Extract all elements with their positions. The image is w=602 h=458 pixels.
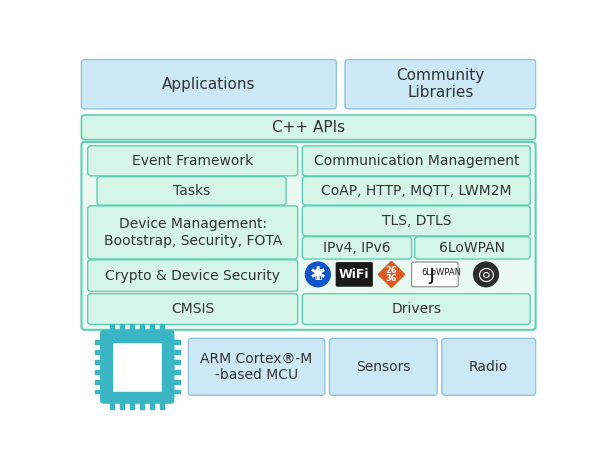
FancyBboxPatch shape [88, 146, 297, 176]
FancyBboxPatch shape [88, 206, 297, 259]
Bar [95, 340, 102, 344]
Bar [95, 370, 102, 374]
Text: 36: 36 [386, 274, 397, 283]
Text: IPv4, IPv6: IPv4, IPv6 [323, 241, 391, 255]
FancyBboxPatch shape [336, 262, 373, 287]
Bar [150, 324, 154, 332]
Bar [160, 324, 164, 332]
Text: ȷ: ȷ [429, 264, 435, 284]
Bar [130, 324, 134, 332]
Bar [95, 360, 102, 364]
FancyBboxPatch shape [302, 206, 530, 236]
Bar [172, 350, 180, 354]
FancyBboxPatch shape [81, 115, 536, 140]
Text: ⦿: ⦿ [314, 268, 321, 281]
Bar [110, 324, 114, 332]
Text: Tasks: Tasks [173, 184, 210, 198]
Text: Drivers: Drivers [391, 302, 441, 316]
FancyBboxPatch shape [302, 146, 530, 176]
Bar [172, 380, 180, 384]
Text: Device Management:
Bootstrap, Security, FOTA: Device Management: Bootstrap, Security, … [104, 218, 282, 247]
FancyBboxPatch shape [302, 177, 530, 205]
Bar [172, 370, 180, 374]
Text: WiFi: WiFi [339, 268, 370, 281]
Bar [140, 402, 144, 409]
FancyBboxPatch shape [415, 237, 530, 259]
FancyBboxPatch shape [81, 142, 536, 330]
FancyBboxPatch shape [100, 330, 175, 404]
FancyBboxPatch shape [329, 338, 437, 395]
Bar [172, 340, 180, 344]
Bar [120, 402, 124, 409]
FancyBboxPatch shape [97, 177, 286, 205]
Text: ✱: ✱ [309, 265, 326, 284]
Text: C++ APIs: C++ APIs [272, 120, 345, 135]
FancyBboxPatch shape [442, 338, 536, 395]
FancyBboxPatch shape [412, 262, 458, 287]
Bar [150, 402, 154, 409]
Bar [172, 360, 180, 364]
FancyBboxPatch shape [302, 237, 412, 259]
Polygon shape [378, 262, 405, 288]
Bar [130, 402, 134, 409]
Text: Radio: Radio [469, 360, 508, 374]
FancyBboxPatch shape [188, 338, 325, 395]
Circle shape [474, 262, 498, 287]
Circle shape [305, 262, 330, 287]
Bar [110, 402, 114, 409]
Text: 26: 26 [385, 266, 397, 275]
Text: Community
Libraries: Community Libraries [396, 68, 485, 100]
Bar [120, 324, 124, 332]
Text: Communication Management: Communication Management [314, 154, 519, 168]
Bar [160, 402, 164, 409]
FancyBboxPatch shape [112, 342, 163, 392]
Bar [140, 324, 144, 332]
FancyBboxPatch shape [88, 294, 297, 324]
Text: ARM Cortex®-M
-based MCU: ARM Cortex®-M -based MCU [200, 352, 312, 382]
Bar [95, 350, 102, 354]
Bar [172, 390, 180, 393]
Text: Event Framework: Event Framework [132, 154, 253, 168]
Text: Sensors: Sensors [356, 360, 411, 374]
FancyBboxPatch shape [88, 260, 297, 291]
Text: TLS, DTLS: TLS, DTLS [382, 214, 451, 228]
Text: ◎: ◎ [477, 265, 494, 284]
Text: Applications: Applications [162, 77, 256, 92]
FancyBboxPatch shape [81, 60, 337, 109]
FancyBboxPatch shape [302, 294, 530, 324]
Bar [95, 380, 102, 384]
Text: 6LoWPAN: 6LoWPAN [421, 268, 461, 278]
FancyBboxPatch shape [345, 60, 536, 109]
Text: CMSIS: CMSIS [171, 302, 214, 316]
Text: Crypto & Device Security: Crypto & Device Security [105, 268, 280, 283]
Bar [95, 390, 102, 393]
Text: CoAP, HTTP, MQTT, LWM2M: CoAP, HTTP, MQTT, LWM2M [321, 184, 512, 198]
Text: 6LoWPAN: 6LoWPAN [439, 241, 506, 255]
